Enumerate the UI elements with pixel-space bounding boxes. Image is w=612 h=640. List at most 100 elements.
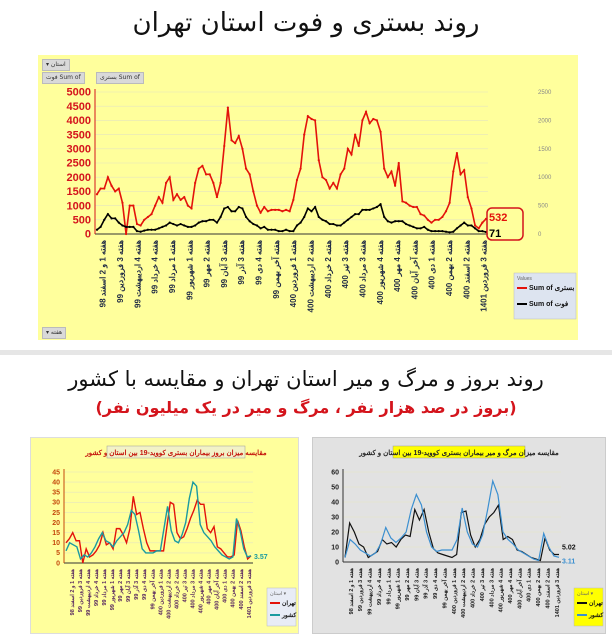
x-tick-label: هفته 4 شهریور 400 (376, 240, 386, 305)
y-tick-label: 1500 (67, 186, 91, 198)
y2-tick-label: 2500 (538, 90, 552, 96)
data-point (161, 201, 164, 204)
x-tick-label: هفته 3 تیر 400 (182, 569, 188, 602)
x-tick-label: هفته 1 دی 400 (428, 240, 437, 289)
legend-label: کل کشور (281, 612, 298, 619)
data-point (328, 222, 331, 226)
data-point (397, 161, 400, 165)
data-point (204, 173, 208, 176)
data-point (179, 222, 182, 226)
data-point (128, 225, 131, 228)
data-point (172, 198, 175, 202)
data-point (157, 195, 160, 199)
y-tick-label: 5 (56, 550, 60, 557)
data-point (394, 220, 397, 223)
chart-title: مقایسه میزان بروز بیماران بستری کووید-19… (84, 449, 266, 457)
filter-button[interactable]: استان ▾ (42, 59, 70, 71)
x-tick-label: هفته 1 و 2 اسفند 98 (348, 568, 355, 614)
x-tick-label: هفته 1 مرداد 99 (385, 568, 392, 605)
x-tick-label: هفته 1 و 2 اسفند 98 (99, 240, 109, 307)
x-tick-label: هفته 1 فروردین 400 (158, 569, 164, 615)
y-tick-label: 1000 (67, 200, 91, 212)
data-point (230, 139, 233, 142)
data-point (357, 144, 360, 148)
data-point (124, 232, 128, 236)
data-point (346, 218, 349, 221)
data-point (252, 190, 255, 193)
data-point (295, 224, 299, 227)
data-point (441, 230, 444, 233)
data-point (477, 227, 480, 230)
field-button-death[interactable]: Sum of فوت (42, 72, 85, 84)
data-point (473, 227, 477, 230)
data-point (168, 176, 171, 179)
data-point (372, 117, 375, 121)
data-point (335, 187, 339, 190)
data-point (386, 176, 389, 179)
x-tick-label: هفته 3 مرداد 400 (488, 568, 495, 608)
x-tick-label: هفته 3 تیر 400 (480, 568, 486, 601)
data-point (401, 200, 404, 203)
data-point (164, 224, 168, 227)
data-point (408, 204, 411, 207)
data-point (375, 119, 379, 122)
data-point (346, 147, 349, 150)
y-tick-label: 2000 (67, 172, 91, 184)
x-tick-label: هفته آخر آبان 400 (515, 568, 523, 609)
data-point (412, 225, 415, 228)
data-point (172, 222, 175, 226)
y-tick-label: 0 (335, 559, 339, 566)
data-point (204, 220, 208, 223)
data-point (183, 195, 186, 199)
data-point (343, 167, 346, 170)
data-point (215, 221, 219, 224)
data-point (117, 221, 120, 224)
data-point (175, 193, 179, 196)
data-point (164, 181, 168, 184)
y-tick-label: 10 (331, 544, 339, 551)
x-tick-label: هفته 2 مهر 99 (203, 240, 213, 287)
data-point (95, 193, 99, 196)
mortality-comparison-chart: مقایسه میزان مرگ و میر بیماران بستری کوو… (312, 437, 612, 634)
data-point (154, 228, 157, 231)
data-point (270, 208, 273, 211)
data-point (117, 187, 120, 190)
data-point (219, 215, 222, 219)
x-tick-label: هفته آخر بهمن 99 (270, 240, 282, 299)
data-point (248, 173, 251, 176)
field-button-hospital[interactable]: Sum of بستری (96, 72, 144, 84)
chart-svg: مقایسه میزان بروز بیماران بستری کووید-19… (52, 445, 305, 627)
data-point (335, 224, 339, 227)
data-point (139, 230, 142, 233)
data-point (219, 181, 222, 184)
data-point (390, 221, 393, 224)
data-point (324, 220, 328, 223)
x-tick-label: هفته 1 مرداد 99 (168, 240, 178, 293)
y-tick-label: 20 (331, 529, 339, 536)
x-tick-label: هفته 4 خرداد 99 (151, 240, 161, 294)
y-tick-label: 3500 (67, 129, 91, 141)
data-point (423, 225, 426, 228)
data-point (466, 224, 469, 227)
data-point (281, 210, 284, 213)
data-point (154, 204, 157, 207)
data-point (161, 225, 164, 228)
y-tick-label: 2500 (67, 158, 91, 170)
highlight-box (486, 207, 524, 241)
data-point (455, 151, 459, 155)
data-point (135, 230, 139, 233)
x-tick-label: هفته 2 بهمن 400 (445, 240, 455, 296)
legend-label: Sum of فوت (529, 301, 568, 308)
y2-tick-label: 2000 (538, 118, 552, 124)
x-tick-label: هفته 2 اردیبهشت 400 (306, 240, 316, 312)
data-point (303, 133, 306, 136)
axis-field-button[interactable]: هفته ▾ (42, 327, 67, 339)
y-tick-label: 4000 (67, 115, 91, 127)
legend-label: Sum of بستری (529, 285, 574, 292)
data-point (175, 224, 179, 227)
x-tick-label: هفته 3 تیر 400 (341, 240, 351, 289)
data-point (437, 230, 440, 233)
data-point (99, 187, 102, 190)
x-tick-label: هفته 3 آبان 99 (218, 240, 229, 288)
data-point (110, 217, 113, 220)
